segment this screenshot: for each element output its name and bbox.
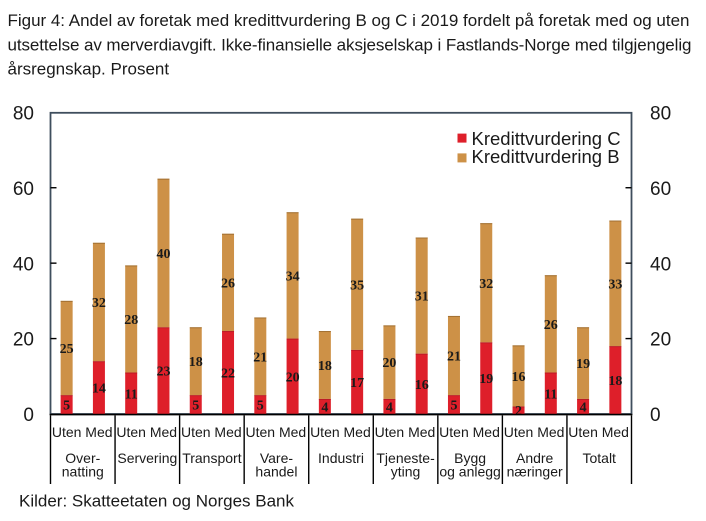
svg-text:Vare-: Vare- bbox=[260, 450, 294, 466]
svg-text:16: 16 bbox=[415, 378, 429, 393]
svg-text:19: 19 bbox=[479, 372, 493, 387]
svg-text:4: 4 bbox=[580, 400, 587, 415]
svg-text:Kilder: Skatteetaten og Norges: Kilder: Skatteetaten og Norges Bank bbox=[19, 491, 294, 510]
svg-text:22: 22 bbox=[221, 367, 235, 382]
svg-text:Med: Med bbox=[279, 424, 306, 440]
svg-text:Med: Med bbox=[537, 424, 564, 440]
svg-text:33: 33 bbox=[608, 277, 622, 292]
svg-text:5: 5 bbox=[63, 399, 70, 414]
svg-text:Industri: Industri bbox=[318, 450, 364, 466]
svg-text:21: 21 bbox=[253, 350, 267, 365]
svg-text:0: 0 bbox=[23, 405, 34, 426]
svg-text:Bygg: Bygg bbox=[454, 450, 486, 466]
svg-text:32: 32 bbox=[479, 277, 493, 292]
svg-text:Totalt: Totalt bbox=[582, 450, 616, 466]
svg-text:35: 35 bbox=[350, 278, 364, 293]
svg-text:18: 18 bbox=[189, 355, 203, 370]
svg-text:34: 34 bbox=[286, 269, 300, 284]
svg-text:Transport: Transport bbox=[182, 450, 242, 466]
svg-text:20: 20 bbox=[650, 330, 671, 351]
svg-text:4: 4 bbox=[321, 400, 328, 415]
svg-text:26: 26 bbox=[544, 318, 558, 333]
svg-text:Figur 4: Andel av foretak med: Figur 4: Andel av foretak med kredittvur… bbox=[8, 11, 690, 30]
svg-text:5: 5 bbox=[192, 399, 199, 414]
svg-text:natting: natting bbox=[62, 464, 104, 480]
svg-text:utsettelse av merverdiavgift.: utsettelse av merverdiavgift. Ikke-finan… bbox=[8, 36, 692, 55]
svg-text:Uten: Uten bbox=[246, 424, 276, 440]
svg-text:Uten: Uten bbox=[375, 424, 405, 440]
svg-text:26: 26 bbox=[221, 276, 235, 291]
svg-text:Tjeneste-: Tjeneste- bbox=[376, 450, 435, 466]
svg-text:Uten: Uten bbox=[504, 424, 534, 440]
svg-text:Uten: Uten bbox=[439, 424, 469, 440]
svg-text:Med: Med bbox=[85, 424, 112, 440]
svg-text:Uten: Uten bbox=[568, 424, 598, 440]
svg-text:5: 5 bbox=[257, 399, 264, 414]
svg-text:Uten: Uten bbox=[310, 424, 340, 440]
svg-text:4: 4 bbox=[386, 400, 393, 415]
svg-text:40: 40 bbox=[650, 254, 671, 275]
svg-text:40: 40 bbox=[13, 254, 34, 275]
svg-text:5: 5 bbox=[450, 399, 457, 414]
svg-text:20: 20 bbox=[13, 330, 34, 351]
svg-text:32: 32 bbox=[92, 296, 106, 311]
svg-text:11: 11 bbox=[544, 387, 557, 402]
svg-text:årsregnskap. Prosent: årsregnskap. Prosent bbox=[8, 60, 170, 79]
svg-text:18: 18 bbox=[608, 374, 622, 389]
svg-text:17: 17 bbox=[350, 376, 364, 391]
svg-text:0: 0 bbox=[650, 405, 661, 426]
svg-text:23: 23 bbox=[156, 365, 170, 380]
svg-text:Over-: Over- bbox=[65, 450, 100, 466]
svg-text:25: 25 bbox=[60, 342, 74, 357]
svg-text:Kredittvurdering C: Kredittvurdering C bbox=[472, 128, 621, 149]
svg-text:Uten: Uten bbox=[52, 424, 82, 440]
svg-text:20: 20 bbox=[286, 370, 300, 385]
svg-text:Servering: Servering bbox=[117, 450, 177, 466]
svg-text:Med: Med bbox=[214, 424, 241, 440]
svg-text:60: 60 bbox=[650, 179, 671, 200]
svg-text:80: 80 bbox=[650, 103, 671, 124]
svg-text:handel: handel bbox=[255, 464, 297, 480]
svg-text:Med: Med bbox=[473, 424, 500, 440]
svg-text:28: 28 bbox=[124, 313, 138, 328]
svg-text:Med: Med bbox=[602, 424, 629, 440]
svg-text:Uten: Uten bbox=[116, 424, 146, 440]
svg-text:21: 21 bbox=[447, 350, 461, 365]
svg-text:60: 60 bbox=[13, 179, 34, 200]
svg-text:18: 18 bbox=[318, 359, 332, 374]
svg-text:Med: Med bbox=[344, 424, 371, 440]
svg-text:og anlegg: og anlegg bbox=[439, 464, 501, 480]
svg-text:80: 80 bbox=[13, 103, 34, 124]
svg-text:2: 2 bbox=[515, 404, 522, 419]
svg-text:11: 11 bbox=[125, 387, 138, 402]
svg-text:40: 40 bbox=[156, 247, 170, 262]
svg-text:næringer: næringer bbox=[507, 464, 563, 480]
svg-text:20: 20 bbox=[382, 356, 396, 371]
svg-text:14: 14 bbox=[92, 382, 106, 397]
svg-text:Med: Med bbox=[150, 424, 177, 440]
svg-text:16: 16 bbox=[512, 370, 526, 385]
svg-text:19: 19 bbox=[576, 357, 590, 372]
svg-text:Uten: Uten bbox=[181, 424, 211, 440]
svg-text:Med: Med bbox=[408, 424, 435, 440]
svg-text:yting: yting bbox=[391, 464, 421, 480]
svg-text:Andre: Andre bbox=[516, 450, 554, 466]
svg-text:Kredittvurdering B: Kredittvurdering B bbox=[472, 146, 620, 167]
svg-text:31: 31 bbox=[415, 290, 429, 305]
